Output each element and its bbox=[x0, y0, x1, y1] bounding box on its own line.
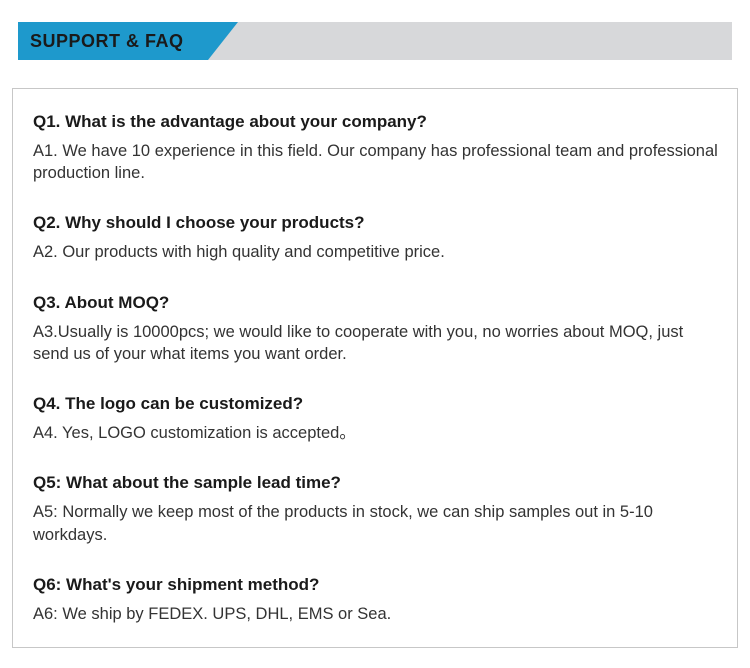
faq-answer: A6: We ship by FEDEX. UPS, DHL, EMS or S… bbox=[33, 603, 719, 625]
faq-answer: A5: Normally we keep most of the product… bbox=[33, 501, 719, 546]
faq-answer: A3.Usually is 10000pcs; we would like to… bbox=[33, 321, 719, 366]
faq-answer: A4. Yes, LOGO customization is accepted。 bbox=[33, 422, 719, 444]
faq-question: Q1. What is the advantage about your com… bbox=[33, 111, 719, 134]
header-title: SUPPORT & FAQ bbox=[30, 31, 184, 52]
faq-item: Q3. About MOQ? A3.Usually is 10000pcs; w… bbox=[33, 292, 719, 365]
faq-item: Q6: What's your shipment method? A6: We … bbox=[33, 574, 719, 625]
faq-box: Q1. What is the advantage about your com… bbox=[12, 88, 738, 648]
faq-answer: A1. We have 10 experience in this field.… bbox=[33, 140, 719, 185]
faq-item: Q5: What about the sample lead time? A5:… bbox=[33, 472, 719, 545]
header-tab: SUPPORT & FAQ bbox=[18, 22, 208, 60]
header-bar: SUPPORT & FAQ bbox=[18, 22, 732, 60]
faq-item: Q2. Why should I choose your products? A… bbox=[33, 212, 719, 263]
faq-question: Q5: What about the sample lead time? bbox=[33, 472, 719, 495]
faq-question: Q3. About MOQ? bbox=[33, 292, 719, 315]
faq-answer: A2. Our products with high quality and c… bbox=[33, 241, 719, 263]
faq-item: Q4. The logo can be customized? A4. Yes,… bbox=[33, 393, 719, 444]
faq-question: Q4. The logo can be customized? bbox=[33, 393, 719, 416]
faq-question: Q2. Why should I choose your products? bbox=[33, 212, 719, 235]
faq-question: Q6: What's your shipment method? bbox=[33, 574, 719, 597]
faq-item: Q1. What is the advantage about your com… bbox=[33, 111, 719, 184]
